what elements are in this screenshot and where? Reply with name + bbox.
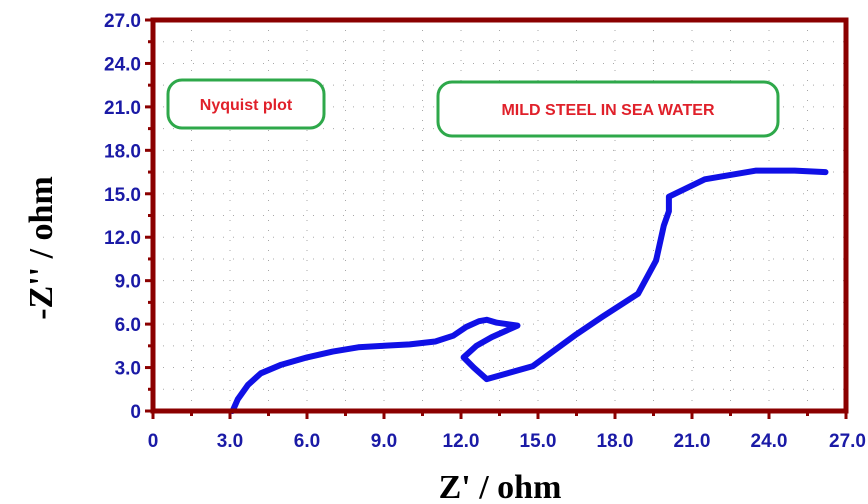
x-tick-label: 21.0: [674, 431, 711, 452]
y-tick-label: 9.0: [115, 272, 141, 293]
annotation-nyquist-text: Nyquist plot: [200, 97, 293, 114]
x-tick-label: 12.0: [443, 431, 480, 452]
y-tick-label: 15.0: [104, 185, 141, 206]
x-tick-label: 27.0: [829, 431, 866, 452]
x-tick-label: 3.0: [217, 431, 243, 452]
x-tick-label: 18.0: [597, 431, 634, 452]
y-tick-label: 21.0: [104, 98, 141, 119]
annotation-nyquist: Nyquist plot: [166, 78, 326, 130]
x-tick-labels: 0 3.0 6.0 9.0 12.0 15.0 18.0 21.0 24.0 27.0: [148, 431, 866, 452]
x-tick-label: 15.0: [520, 431, 557, 452]
annotation-sample: MILD STEEL IN SEA WATER: [436, 80, 780, 138]
annotation-nyquist-box: [166, 78, 326, 130]
x-tick-label: 6.0: [294, 431, 320, 452]
annotation-sample-box: [436, 80, 780, 138]
tick-marks: [145, 18, 848, 419]
y-tick-label: 24.0: [104, 54, 141, 75]
x-tick-label: 9.0: [371, 431, 397, 452]
y-axis-title: -Z'' / ohm: [23, 176, 60, 320]
x-tick-label: 0: [148, 431, 159, 452]
x-tick-label: 24.0: [751, 431, 788, 452]
y-tick-label: 18.0: [104, 141, 141, 162]
y-tick-label: 6.0: [115, 315, 141, 336]
y-tick-label: 27.0: [104, 11, 141, 32]
y-tick-label: 3.0: [115, 359, 141, 380]
series-line: [229, 167, 829, 414]
y-tick-label: 0: [130, 402, 141, 423]
y-tick-labels: 0 3.0 6.0 9.0 12.0 15.0 18.0 21.0 24.0 27.0: [104, 11, 141, 423]
x-axis-title: Z' / ohm: [439, 469, 562, 504]
annotation-sample-text: MILD STEEL IN SEA WATER: [501, 102, 714, 119]
y-tick-label: 12.0: [104, 228, 141, 249]
